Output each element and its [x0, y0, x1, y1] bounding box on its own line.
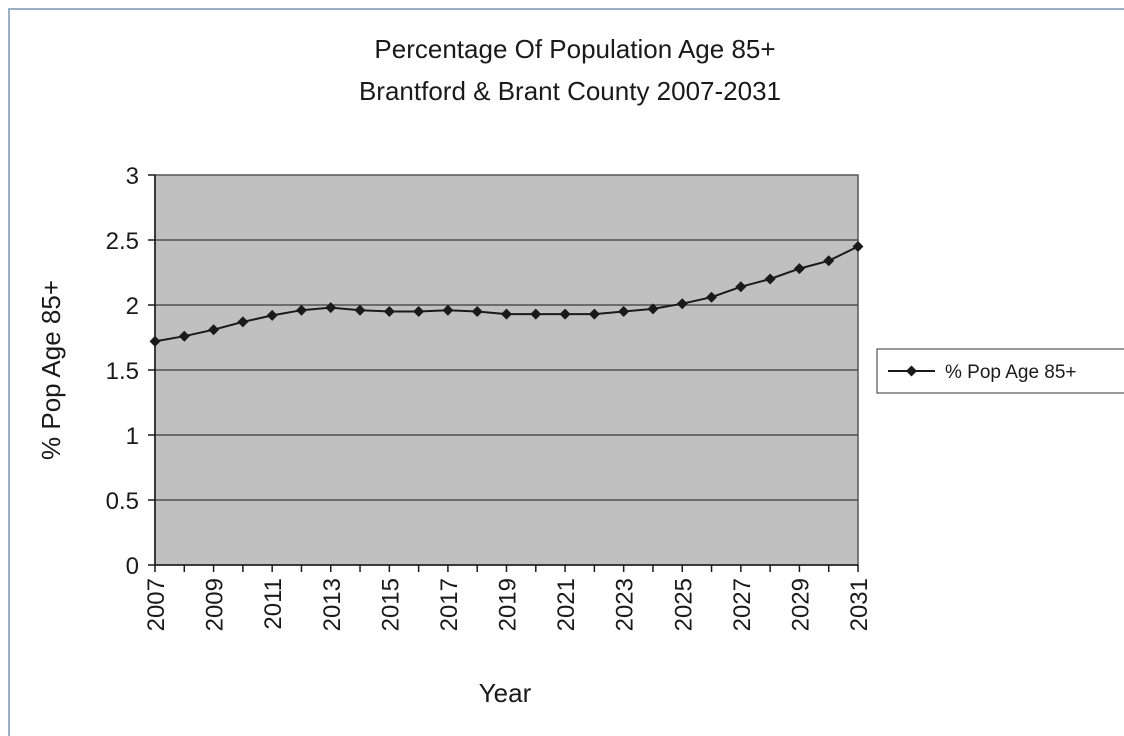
- chart-title-line-2: Brantford & Brant County 2007-2031: [359, 76, 781, 106]
- x-tick-label-8: 2023: [612, 578, 639, 631]
- y-tick-label-1: 0.5: [106, 488, 139, 515]
- x-tick-label-0: 2007: [143, 578, 170, 631]
- data-point-2012: [295, 304, 307, 316]
- legend-entry-label: % Pop Age 85+: [945, 362, 1077, 383]
- y-tick-label-0: 0: [126, 553, 139, 580]
- x-tick-label-9: 2025: [670, 578, 697, 631]
- data-point-2029: [793, 263, 805, 275]
- data-point-2031: [852, 241, 864, 252]
- chart-frame: [8, 8, 1124, 736]
- chart-title-line-1: Percentage Of Population Age 85+: [374, 34, 775, 64]
- data-point-2022: [588, 308, 600, 320]
- data-point-2010: [237, 316, 249, 328]
- series-layer: [149, 241, 864, 347]
- data-point-2013: [325, 302, 337, 314]
- data-point-2015: [383, 306, 395, 317]
- data-point-2021: [559, 308, 571, 320]
- y-tick-label-2: 1: [126, 423, 139, 450]
- y-axis-ticks: 0 0.5 1 1.5 2 2.5 3: [106, 163, 155, 580]
- data-point-2014: [354, 304, 366, 316]
- data-point-2019: [501, 308, 512, 320]
- data-point-2016: [413, 306, 425, 317]
- x-tick-label-1: 2009: [202, 578, 229, 631]
- data-point-2026: [706, 291, 718, 303]
- data-point-2027: [735, 281, 747, 293]
- y-tick-label-4: 2: [126, 293, 139, 320]
- x-axis-ticks: 2007 2009 2011 2013 2015 2017 2019 2021 2023 2025…: [143, 565, 873, 631]
- data-point-2020: [530, 308, 542, 320]
- y-axis-title: % Pop Age 85+: [36, 280, 66, 460]
- data-point-2028: [764, 273, 776, 285]
- legend-marker: [906, 365, 917, 377]
- data-point-2023: [618, 306, 630, 317]
- x-tick-label-10: 2027: [729, 578, 756, 631]
- data-point-2011: [266, 309, 278, 321]
- x-tick-label-4: 2015: [377, 578, 404, 631]
- x-axis-title: Year: [479, 678, 532, 708]
- data-point-2009: [208, 324, 220, 336]
- y-tick-label-6: 3: [126, 163, 139, 190]
- data-point-2008: [178, 330, 190, 342]
- x-tick-label-2: 2011: [260, 578, 287, 630]
- gridlines: [155, 239, 858, 501]
- data-point-2018: [471, 306, 483, 317]
- legend: % Pop Age 85+: [876, 348, 1124, 394]
- data-point-2025: [676, 298, 688, 310]
- x-tick-label-5: 2017: [436, 578, 463, 631]
- x-tick-label-12: 2031: [846, 578, 873, 631]
- x-tick-label-3: 2013: [319, 578, 346, 631]
- x-tick-label-11: 2029: [787, 578, 814, 631]
- y-tick-label-5: 2.5: [106, 228, 139, 255]
- data-point-2024: [647, 303, 659, 315]
- data-point-2017: [442, 304, 454, 316]
- y-tick-label-3: 1.5: [106, 358, 139, 385]
- x-tick-label-7: 2021: [553, 578, 580, 631]
- x-tick-label-6: 2019: [495, 578, 522, 631]
- data-point-2030: [823, 255, 835, 267]
- data-point-2007: [149, 335, 161, 347]
